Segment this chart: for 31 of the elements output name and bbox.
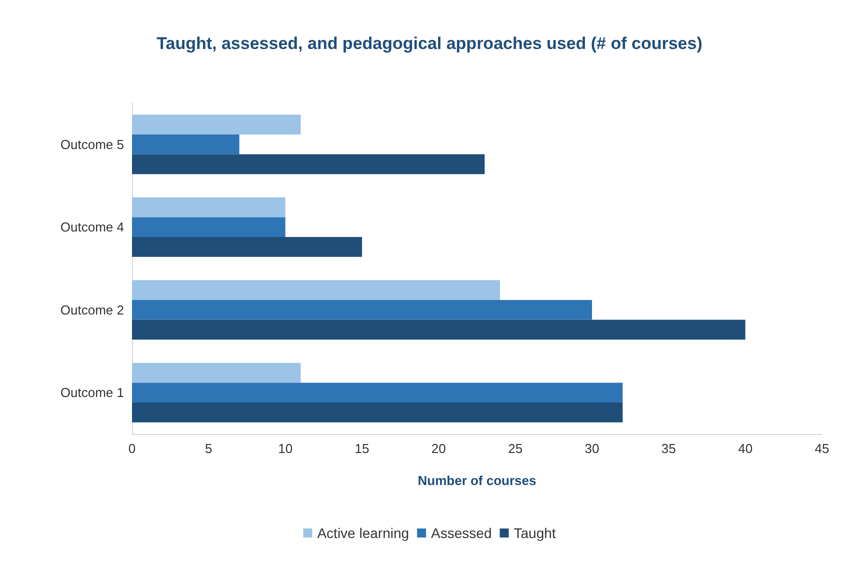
x-tick-label: 10	[278, 441, 293, 456]
y-tick-label: Outcome 2	[60, 302, 124, 318]
x-tick-label: 0	[128, 441, 136, 456]
x-tick-label: 40	[738, 441, 753, 456]
x-axis-title: Number of courses	[418, 473, 536, 488]
x-tick-label: 35	[661, 441, 676, 456]
bar	[132, 320, 746, 340]
bar	[132, 197, 286, 218]
bar	[132, 382, 623, 403]
x-tick-label: 30	[584, 441, 600, 456]
bar	[132, 237, 362, 257]
bar	[132, 402, 623, 422]
bar	[132, 114, 301, 134]
bar	[132, 300, 592, 320]
x-tick-label: 20	[431, 441, 446, 456]
bar	[132, 217, 286, 238]
x-tick-label: 25	[508, 441, 523, 456]
bar	[132, 280, 500, 300]
y-tick-label: Outcome 1	[60, 385, 124, 400]
chart-title: Taught, assessed, and pedagogical approaches used (# of courses)	[156, 34, 702, 53]
y-tick-label: Outcome 4	[60, 220, 124, 235]
bar	[132, 362, 301, 383]
x-tick-label: 45	[814, 441, 830, 456]
bar	[132, 154, 485, 174]
bar	[132, 134, 240, 154]
legend-label: Taught	[514, 525, 556, 541]
x-tick-label: 5	[205, 441, 212, 456]
legend-label: Active learning	[317, 525, 410, 541]
legend-label: Assessed	[431, 525, 492, 541]
x-tick-label: 15	[354, 441, 370, 456]
y-tick-label: Outcome 5	[60, 136, 124, 152]
